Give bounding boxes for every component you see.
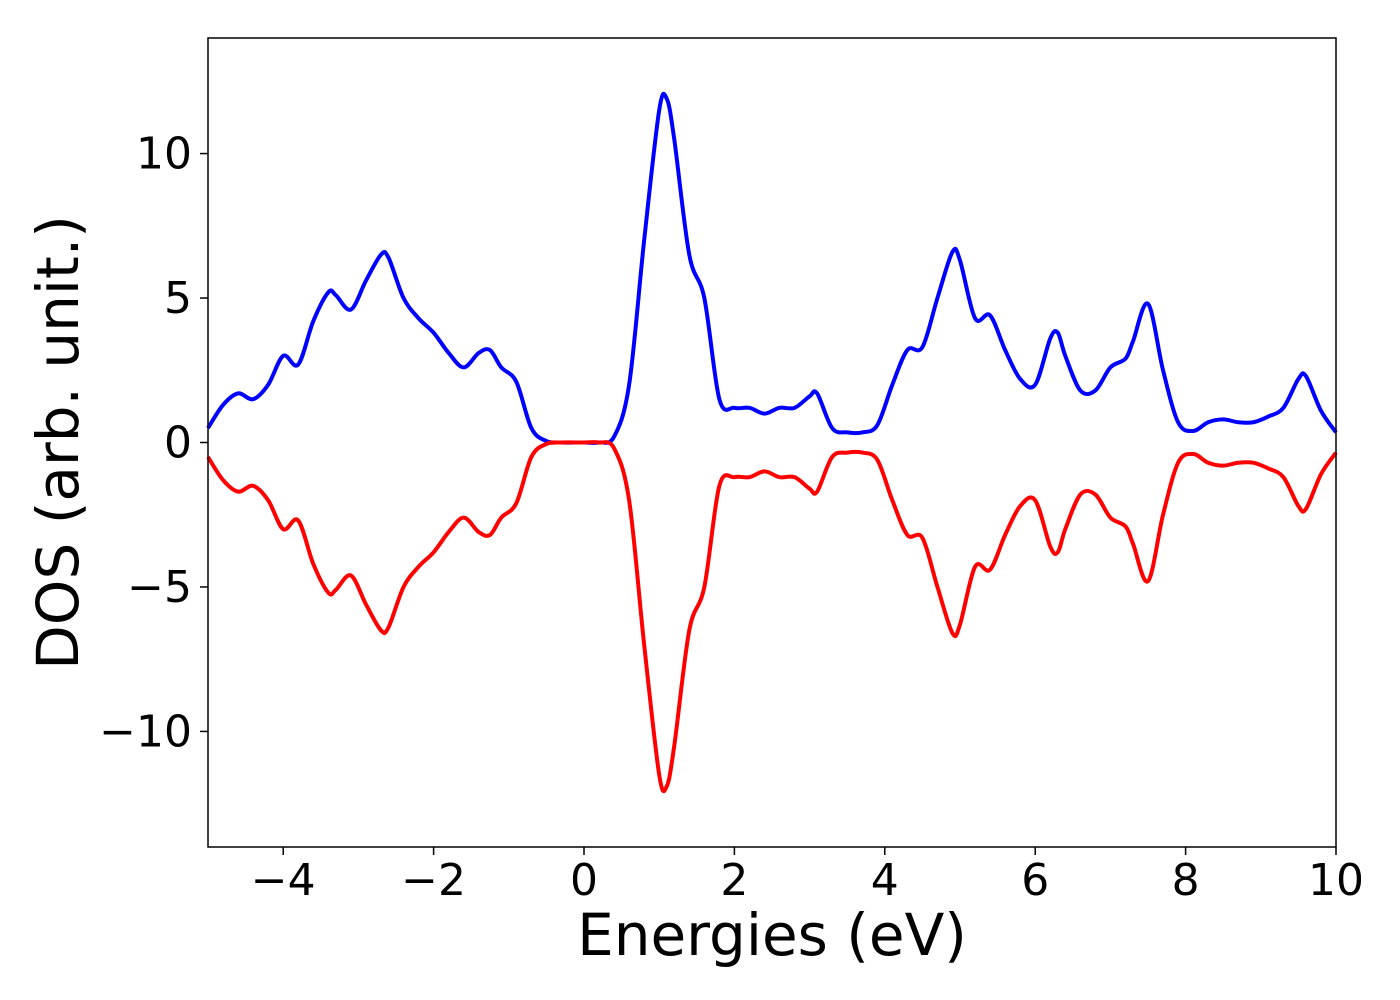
y-tick-label: 5 bbox=[164, 273, 192, 324]
series-line-down bbox=[206, 440, 1338, 794]
x-tick-label: 0 bbox=[570, 855, 598, 906]
y-tick-label: 10 bbox=[136, 129, 192, 180]
x-tick-label: 8 bbox=[1172, 855, 1200, 906]
series-line-up bbox=[206, 91, 1338, 445]
x-tick-label: −4 bbox=[251, 855, 316, 906]
x-axis: −4 −2 0 2 4 6 8 10 bbox=[251, 847, 1364, 906]
x-axis-label: Energies (eV) bbox=[577, 901, 967, 969]
y-axis-label: DOS (arb. unit.) bbox=[24, 215, 92, 670]
y-axis: −10 −5 0 5 10 bbox=[99, 129, 208, 757]
x-tick-label: 2 bbox=[720, 855, 748, 906]
x-tick-label: −2 bbox=[401, 855, 466, 906]
x-tick-label: 6 bbox=[1021, 855, 1049, 906]
y-tick-label: −10 bbox=[99, 706, 192, 757]
x-tick-label: 4 bbox=[871, 855, 899, 906]
series-layer bbox=[206, 91, 1338, 794]
y-tick-label: −5 bbox=[127, 562, 192, 613]
plot-frame bbox=[207, 37, 1337, 848]
y-tick-label: 0 bbox=[164, 418, 192, 469]
x-tick-label: 10 bbox=[1308, 855, 1364, 906]
